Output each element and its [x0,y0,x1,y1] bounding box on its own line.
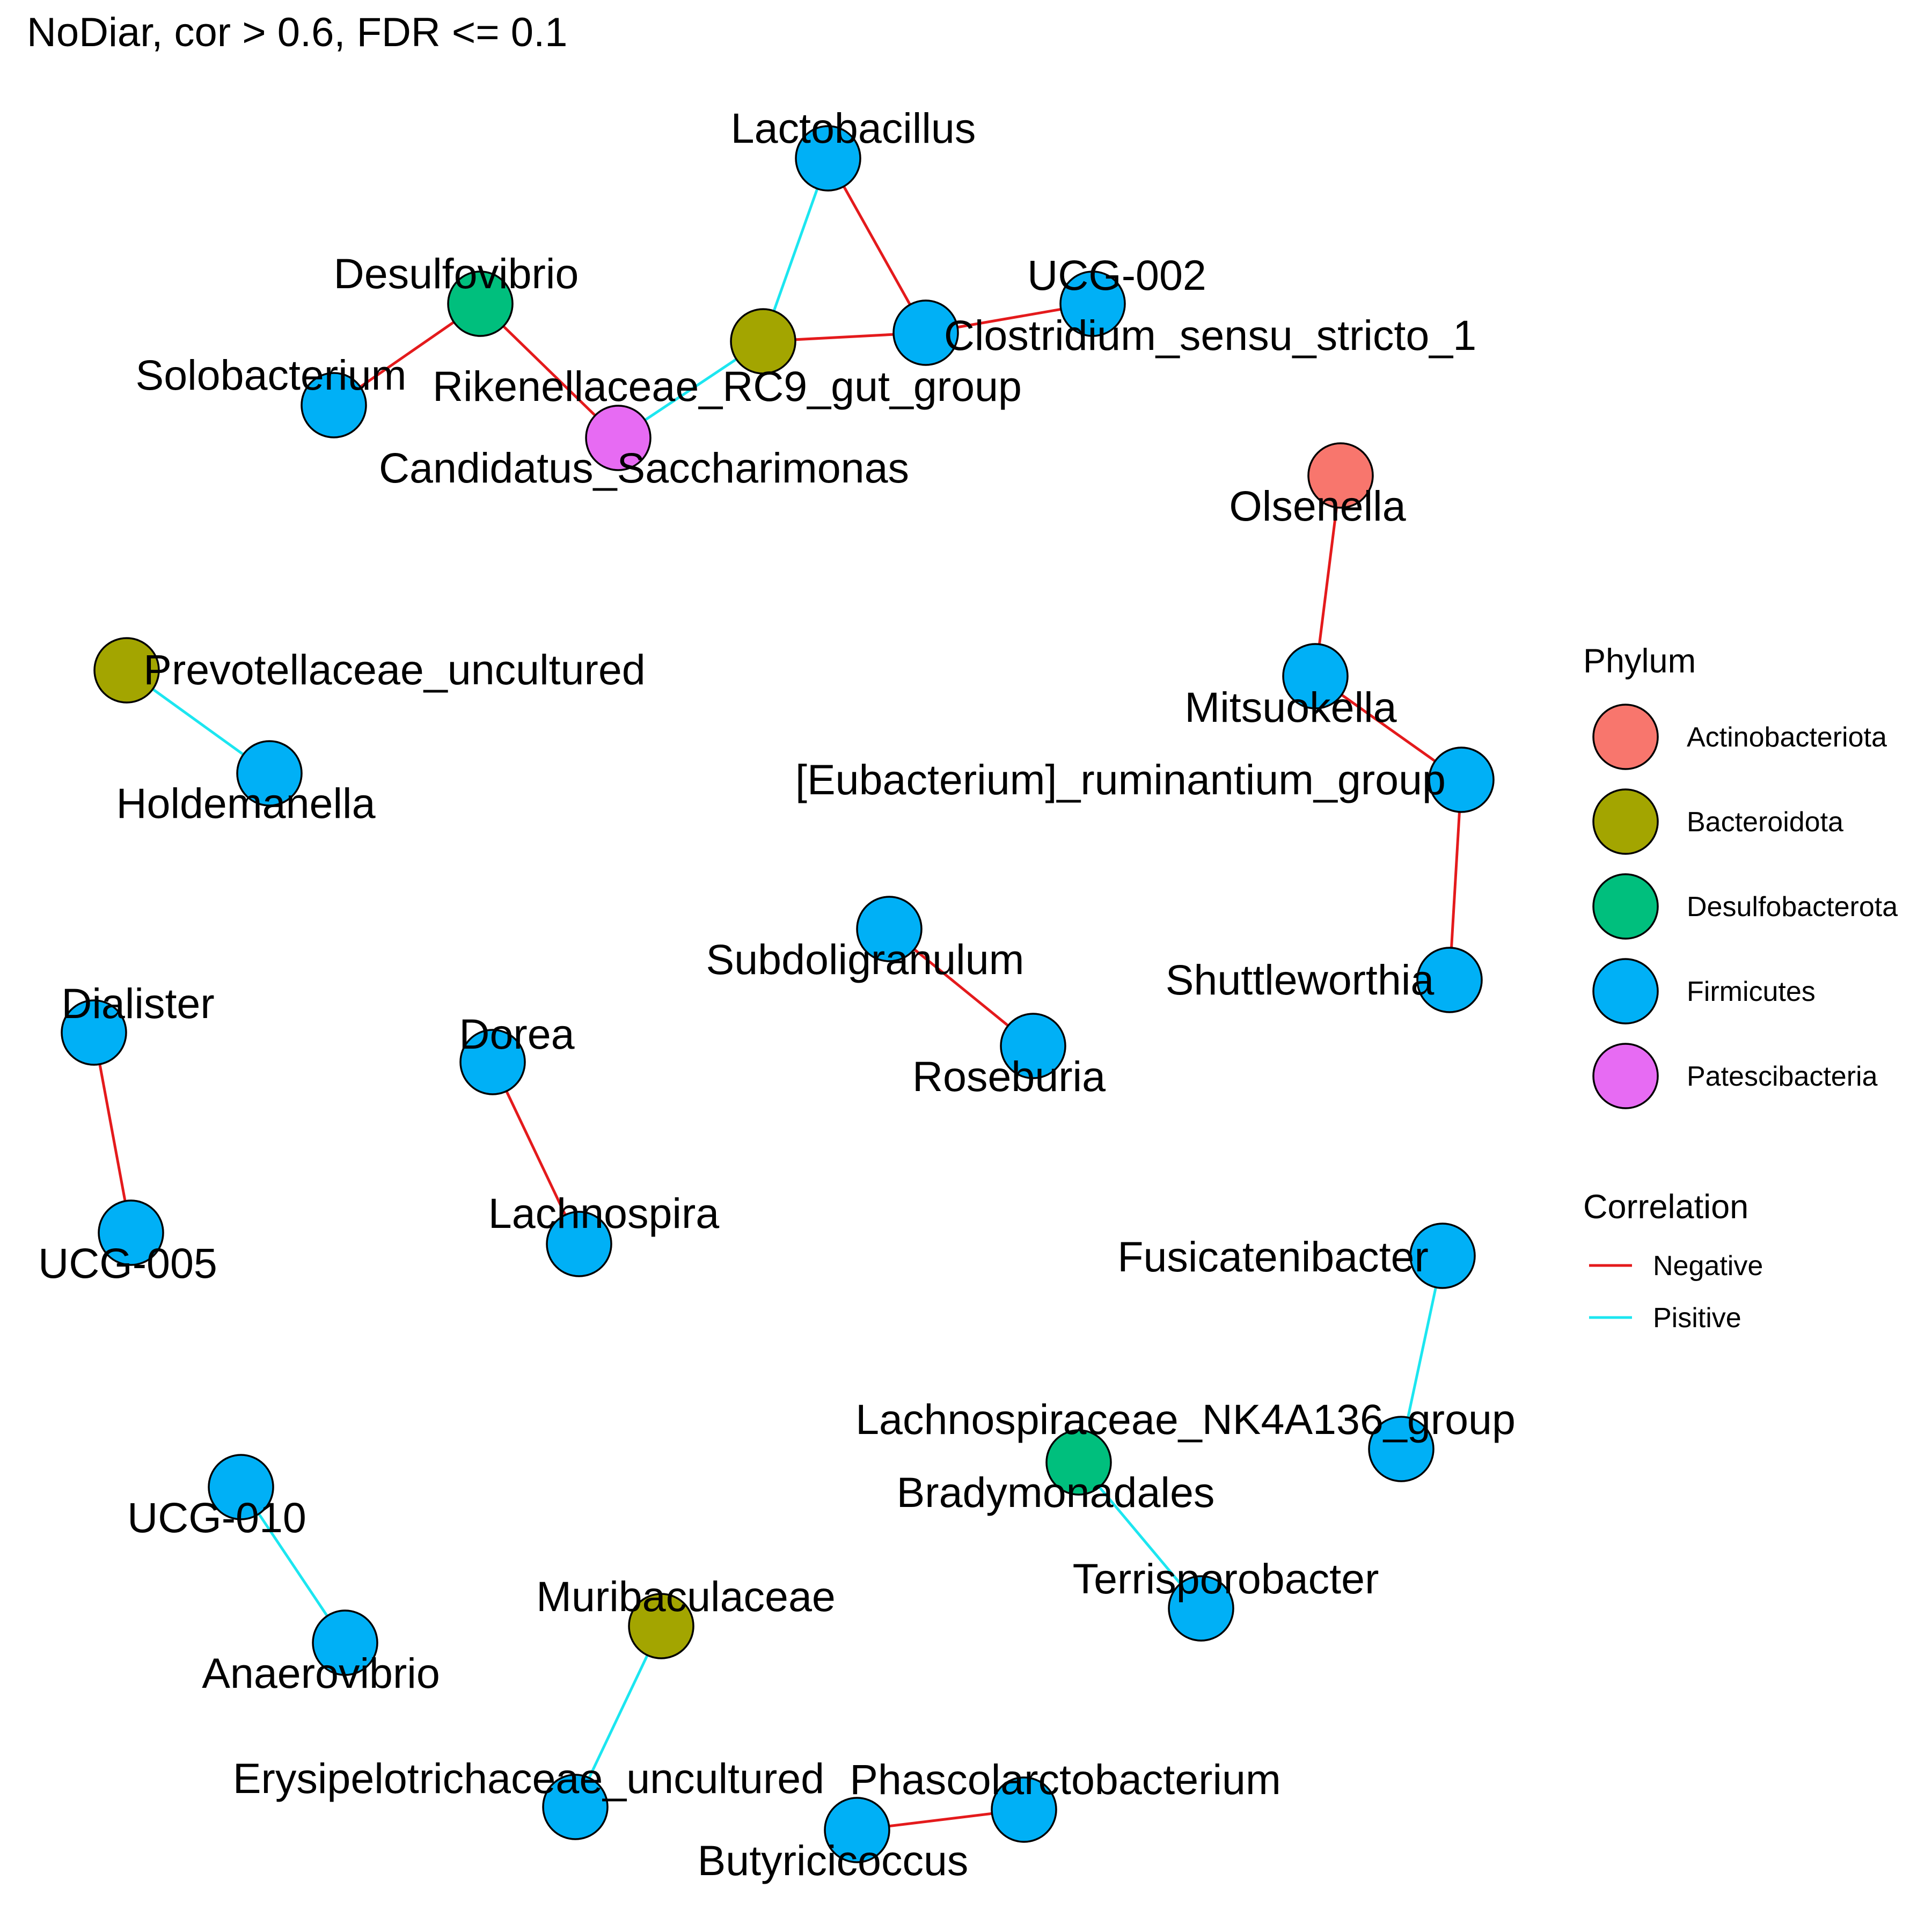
node-label-phascolarctobacterium: Phascolarctobacterium [850,1755,1281,1803]
node-mitsuokella[interactable] [1282,643,1349,709]
node-dorea[interactable] [459,1029,526,1095]
node-holdemanella[interactable] [236,740,303,807]
node-label-anaerovibrio: Anaerovibrio [202,1649,440,1697]
node-lactobacillus[interactable] [795,125,861,192]
legend-label-bacteroidota: Bacteroidota [1687,807,1843,838]
node-label-mitsuokella: Mitsuokella [1184,683,1396,731]
phylum-legend: Phylum Actinobacteriota Bacteroidota Desul… [1583,642,1898,1109]
edge-muribaculaceae--erysipelotrichaceae-uncultured [574,1625,663,1808]
legend-key-desulfobacterota [1592,873,1659,940]
legend-key-bacteroidota [1592,788,1659,855]
node-label-ucg-002: UCG-002 [1027,251,1206,299]
node-label-ucg-005: UCG-005 [38,1239,217,1287]
node-lachnospira[interactable] [546,1211,612,1277]
node-rikenellaceae-rc9-gut-group[interactable] [730,308,796,375]
node-muribaculaceae[interactable] [628,1593,694,1659]
legend-label-pisitive: Pisitive [1653,1302,1741,1334]
node-clostridium-sensu-stricto-1[interactable] [892,299,959,366]
node-subdoligranulum[interactable] [856,896,923,962]
node-label-clostridium-sensu-stricto-1: Clostridium_sensu_stricto_1 [944,311,1476,359]
node-dialister[interactable] [61,999,127,1066]
legend-key-actinobacteriota [1592,704,1659,770]
edge-eubacterium-ruminantium-group--shuttleworthia [1448,779,1463,980]
edge-olsenella--mitsuokella [1314,475,1342,677]
legend-label-patescibacteria: Patescibacteria [1687,1061,1878,1092]
node-butyricicoccus[interactable] [824,1797,890,1863]
node-ucg-010[interactable] [208,1454,274,1520]
node-label-eubacterium-ruminantium-group: [Eubacterium]_ruminantium_group [795,756,1446,803]
node-label-dialister: Dialister [61,979,214,1027]
node-candidatus-saccharimonas[interactable] [585,405,652,471]
correlation-legend-title: Correlation [1583,1188,1748,1226]
node-label-olsenella: Olsenella [1229,482,1406,530]
node-label-prevotellaceae-uncultured: Prevotellaceae_uncultured [143,646,645,693]
node-eubacterium-ruminantium-group[interactable] [1428,747,1495,813]
edge-lactobacillus--clostridium-sensu-stricto-1 [826,157,927,334]
node-label-lachnospira: Lachnospira [488,1189,719,1237]
legend-key-patescibacteria [1592,1043,1659,1109]
node-label-bradymonadales: Bradymonadales [897,1468,1215,1516]
correlation-legend: Correlation Negative Pisitive [1583,1188,1763,1334]
node-label-lactobacillus: Lactobacillus [731,104,976,152]
legend-key-firmicutes [1592,958,1659,1024]
node-label-holdemanella: Holdemanella [116,779,375,827]
node-label-desulfovibrio: Desulfovibrio [334,250,579,297]
figure-title: NoDiar, cor > 0.6, FDR <= 0.1 [27,10,567,55]
node-label-butyricicoccus: Butyricicoccus [698,1836,969,1884]
node-label-rikenellaceae-rc9-gut-group: Rikenellaceae_RC9_gut_group [433,362,1022,410]
legend-label-firmicutes: Firmicutes [1687,976,1816,1007]
node-label-terrisporobacter: Terrisporobacter [1073,1555,1379,1602]
legend-label-negative: Negative [1653,1250,1763,1282]
node-label-muribaculaceae: Muribaculaceae [536,1572,836,1620]
node-phascolarctobacterium[interactable] [991,1776,1057,1843]
node-label-lachnospiraceae-nk4a136-group: Lachnospiraceae_NK4A136_group [855,1395,1516,1443]
node-fusicatenibacter[interactable] [1409,1223,1476,1289]
node-label-solobacterium: Solobacterium [136,351,407,399]
node-label-subdoligranulum: Subdoligranulum [706,935,1024,983]
node-bradymonadales[interactable] [1045,1429,1112,1496]
node-label-roseburia: Roseburia [912,1052,1106,1100]
node-label-shuttleworthia: Shuttleworthia [1166,956,1435,1004]
node-anaerovibrio[interactable] [312,1609,378,1676]
node-ucg-005[interactable] [98,1199,164,1266]
node-solobacterium[interactable] [301,372,367,438]
edge-dorea--lachnospira [491,1061,581,1245]
node-terrisporobacter[interactable] [1168,1575,1234,1642]
node-desulfovibrio[interactable] [447,270,514,337]
label-layer: Lactobacillus UCG-002 Clostridium_sensu_st… [38,104,1516,1884]
node-erysipelotrichaceae-uncultured[interactable] [542,1774,609,1840]
node-label-candidatus-saccharimonas: Candidatus_Saccharimonas [379,444,909,492]
legend-label-actinobacteriota: Actinobacteriota [1687,722,1887,753]
node-olsenella[interactable] [1307,442,1374,509]
node-label-dorea: Dorea [459,1010,574,1058]
node-shuttleworthia[interactable] [1416,947,1483,1013]
legend-label-desulfobacterota: Desulfobacterota [1687,891,1898,923]
node-layer [61,125,1495,1863]
node-label-fusicatenibacter: Fusicatenibacter [1117,1233,1429,1280]
node-label-ucg-010: UCG-010 [127,1494,306,1541]
node-lachnospiraceae-nk4a136-group[interactable] [1368,1416,1435,1482]
phylum-legend-title: Phylum [1583,642,1696,680]
node-ucg-002[interactable] [1059,270,1126,337]
edge-dialister--ucg-005 [92,1032,133,1233]
node-prevotellaceae-uncultured[interactable] [93,637,160,704]
node-label-erysipelotrichaceae-uncultured: Erysipelotrichaceae_uncultured [233,1754,824,1802]
node-roseburia[interactable] [1000,1013,1066,1079]
